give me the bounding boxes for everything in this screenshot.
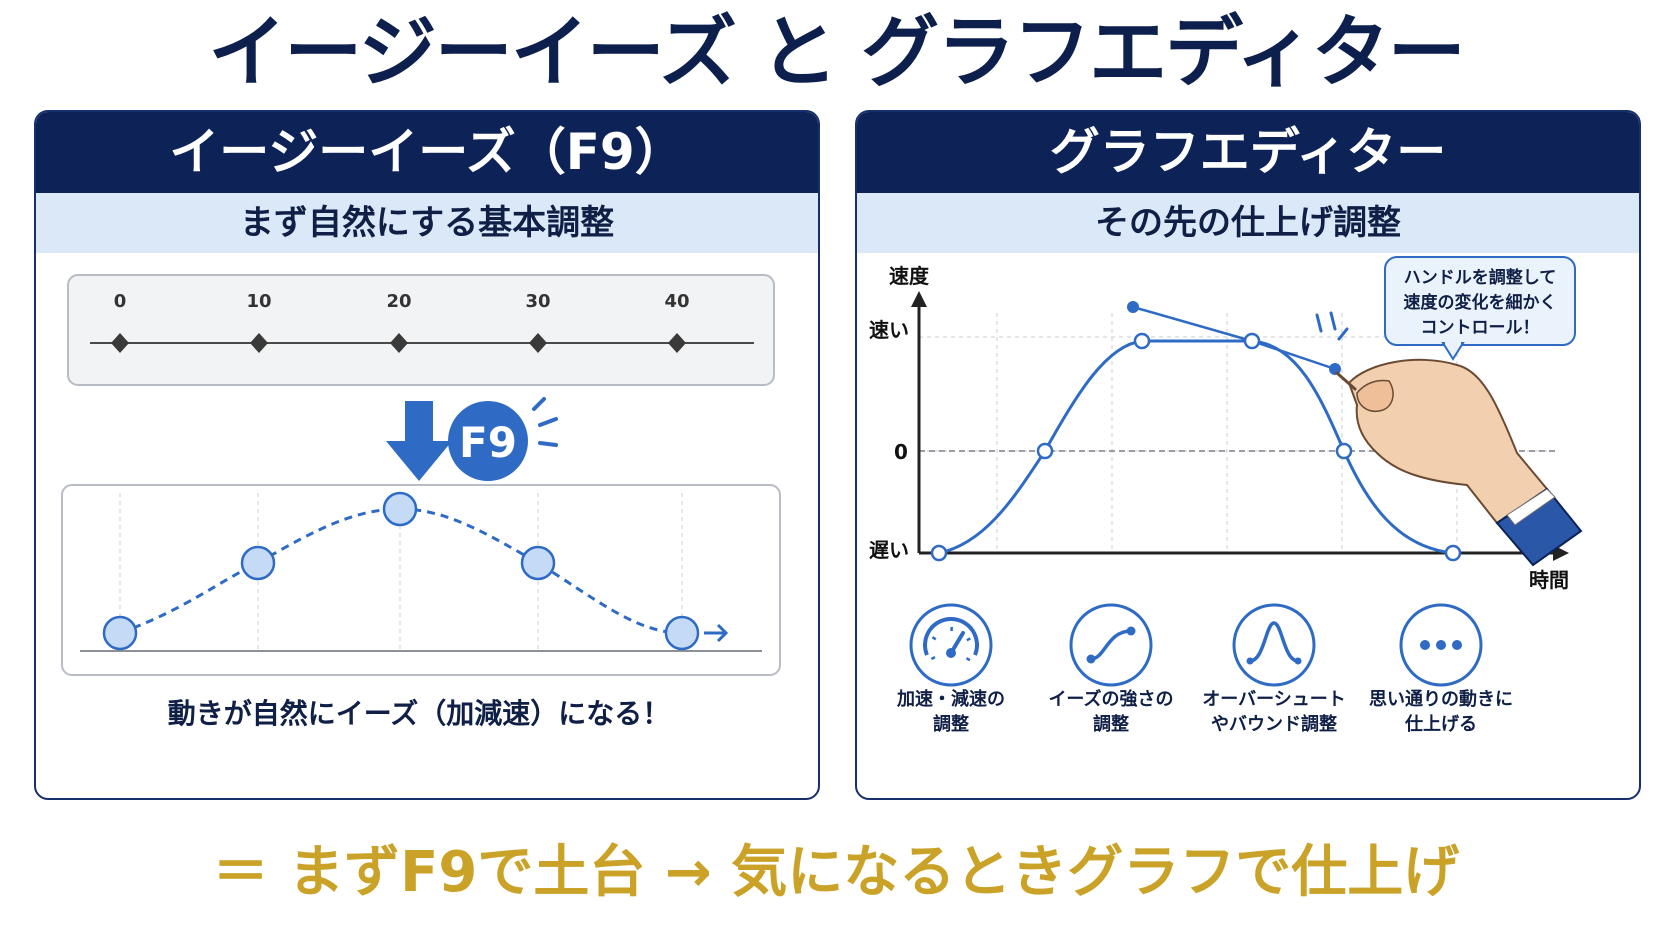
timeline-tick-label: 10 xyxy=(246,291,271,312)
feature-label: 思い通りの動きに xyxy=(1369,688,1513,710)
timeline-tick-label: 0 xyxy=(114,291,127,312)
arrow-down-icon xyxy=(386,401,452,481)
easy-ease-header: イージーイーズ（F9） xyxy=(36,112,818,193)
main-title: イージーイーズ と グラフエディター xyxy=(208,8,1465,98)
callout-line: コントロール！ xyxy=(1421,318,1540,338)
keyframe-timeline-box xyxy=(67,274,775,386)
keyframe-diamond[interactable] xyxy=(529,333,547,353)
keyframe-diamond[interactable] xyxy=(111,333,129,353)
y-fast-label: 速い xyxy=(869,318,909,342)
f9-badge: F9 xyxy=(448,397,558,481)
graph-editor-subtitle: その先の仕上げ調整 xyxy=(857,193,1639,253)
feature-label: イーズの強さの xyxy=(1048,688,1173,710)
eased-keyframe-node[interactable] xyxy=(664,615,700,651)
graph-keyframe-node[interactable] xyxy=(930,544,948,562)
eased-keyframe-node[interactable] xyxy=(102,615,138,651)
graph-keyframe-node[interactable] xyxy=(1335,442,1353,460)
graph-editor-panel: グラフエディター その先の仕上げ調整 速度 速い 0 遅い 時間 xyxy=(855,110,1641,800)
footer-summary: ＝ まずF9で土台 → 気になるときグラフで仕上げ xyxy=(212,840,1460,905)
feature-label: 仕上げる xyxy=(1404,713,1477,735)
bezier-handle-line-left xyxy=(1132,305,1253,343)
easy-ease-diagram: 0 10 20 30 40 F9 動きが自然にイーズ（加減速）になる！ xyxy=(61,274,781,730)
timeline-tick-label: 40 xyxy=(664,291,689,312)
graph-keyframe-node[interactable] xyxy=(1133,332,1151,350)
feature-label: オーバーシュート xyxy=(1202,689,1345,710)
bell-curve-icon xyxy=(1232,603,1316,687)
graph-keyframe-node[interactable] xyxy=(1036,442,1054,460)
bezier-handle-line-right xyxy=(1251,339,1336,371)
arrow-right-icon xyxy=(704,623,729,643)
easy-ease-panel: イージーイーズ（F9） まず自然にする基本調整 0 10 20 30 40 F9 動きが xyxy=(34,110,820,800)
keyframe-diamond[interactable] xyxy=(390,333,408,353)
graph-keyframe-node[interactable] xyxy=(1444,544,1462,562)
callout-line: ハンドルを調整して xyxy=(1404,267,1557,288)
dots-icon xyxy=(1399,603,1483,687)
eased-keyframe-node[interactable] xyxy=(240,545,276,581)
x-axis-label: 時間 xyxy=(1529,568,1569,592)
eased-keyframe-node[interactable] xyxy=(520,545,556,581)
timeline-tick-label: 30 xyxy=(525,291,550,312)
keyframe-diamond[interactable] xyxy=(668,333,686,353)
y-zero-label: 0 xyxy=(894,440,908,464)
eased-keyframe-node[interactable] xyxy=(382,491,418,527)
feature-label: 調整 xyxy=(1093,713,1129,735)
feature-label: 加速・減速の xyxy=(896,688,1005,710)
timeline-tick-label: 20 xyxy=(386,291,411,312)
f9-badge-label: F9 xyxy=(459,418,517,467)
gauge-icon xyxy=(909,603,993,687)
feature-label: 調整 xyxy=(933,713,969,735)
graph-keyframe-node[interactable] xyxy=(1243,332,1261,350)
speed-graph-diagram: 速度 速い 0 遅い 時間 ハンドルを調整 xyxy=(869,256,1583,735)
speed-curve xyxy=(938,339,1454,555)
bezier-handle-left[interactable] xyxy=(1127,301,1139,313)
callout-line: 速度の変化を細かく xyxy=(1404,292,1557,313)
y-slow-label: 遅い xyxy=(869,538,909,562)
keyframe-diamond[interactable] xyxy=(250,333,268,353)
y-axis-label: 速度 xyxy=(889,264,930,288)
s-curve-icon xyxy=(1069,603,1153,687)
eased-curve-box xyxy=(61,484,781,676)
easy-ease-caption: 動きが自然にイーズ（加減速）になる！ xyxy=(168,697,671,730)
hand-icon xyxy=(1335,358,1583,567)
easy-ease-subtitle: まず自然にする基本調整 xyxy=(36,193,818,253)
graph-editor-header: グラフエディター xyxy=(857,112,1639,193)
feature-label: やバウンド調整 xyxy=(1211,713,1337,735)
motion-marks xyxy=(1315,311,1349,341)
